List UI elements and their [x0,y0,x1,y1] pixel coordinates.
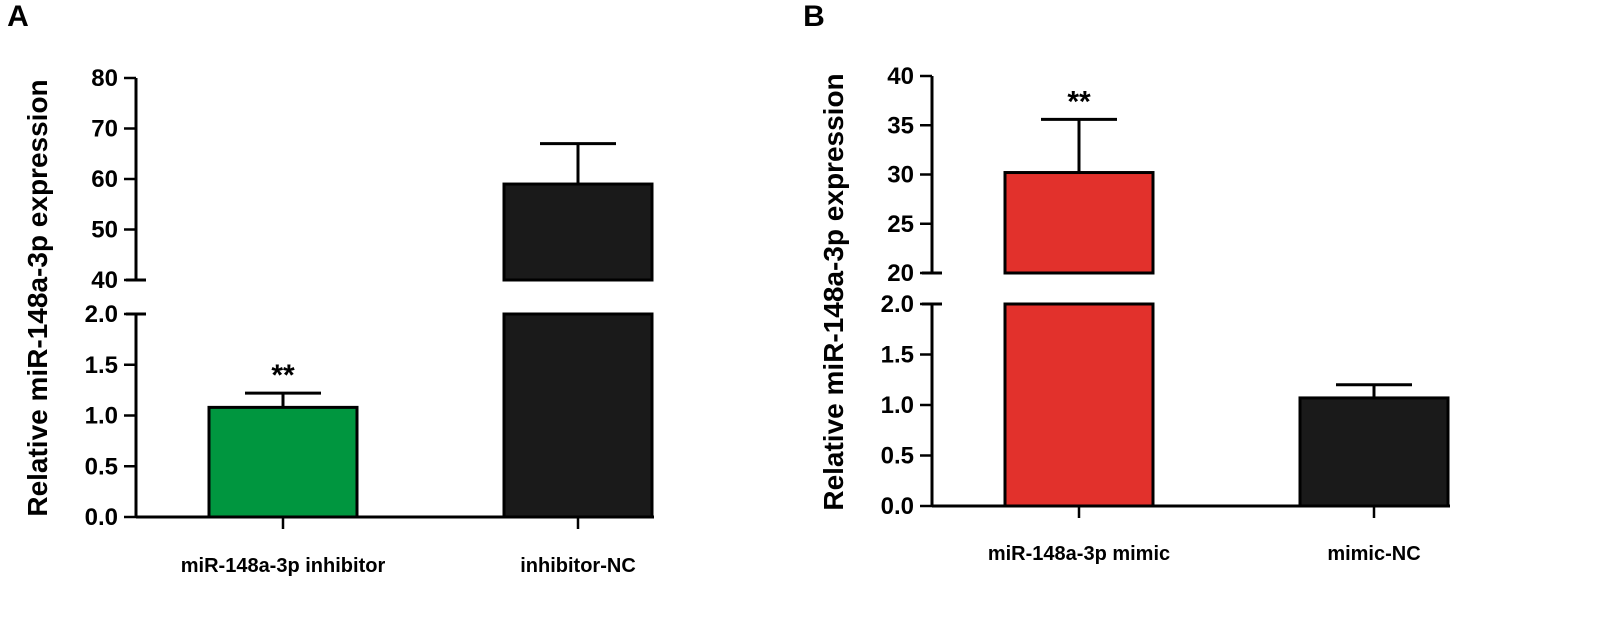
x-tick-label: inhibitor-NC [520,555,636,577]
panel-label: A [7,0,29,33]
y-tick-label: 1.0 [85,403,118,430]
y-tick-label: 2.0 [881,291,914,318]
significance-marker: ** [271,359,295,392]
x-tick-label: mimic-NC [1327,543,1420,565]
y-tick-label: 35 [887,112,914,139]
y-tick-label: 2.0 [85,301,118,328]
y-tick-label: 80 [91,65,118,92]
y-tick-label: 1.5 [881,342,914,369]
y-tick-label: 25 [887,211,914,238]
y-tick-label: 50 [91,217,118,244]
x-tick-label: miR-148a-3p inhibitor [181,555,386,577]
bar-lower-segment [1298,396,1450,508]
bar-lower-segment [1003,302,1155,508]
y-tick-label: 70 [91,116,118,143]
y-tick-label: 60 [91,166,118,193]
y-tick-label: 0.0 [881,493,914,520]
bar-upper-segment [1003,171,1155,275]
y-tick-label: 40 [91,267,118,294]
bar-lower-segment [207,405,359,519]
y-axis-title: Relative miR-148a-3p expression [818,73,849,510]
y-tick-label: 1.0 [881,392,914,419]
y-tick-label: 40 [887,63,914,90]
y-tick-label: 1.5 [85,352,118,379]
significance-marker: ** [1067,85,1091,118]
y-axis-title: Relative miR-148a-3p expression [22,79,53,516]
y-tick-label: 0.5 [881,443,914,470]
x-tick-label: miR-148a-3p mimic [988,543,1170,565]
y-tick-label: 0.0 [85,504,118,531]
panel-a: A Relative miR-148a-3p expression ** miR-14… [7,0,654,577]
bar-lower-segment [502,312,654,519]
y-tick-label: 30 [887,162,914,189]
bar-upper-segment [502,182,654,282]
y-tick-label: 0.5 [85,453,118,480]
panel-b: B Relative miR-148a-3p expression ** miR-14… [803,0,1450,565]
y-tick-label: 20 [887,260,914,287]
panel-label: B [803,0,825,33]
